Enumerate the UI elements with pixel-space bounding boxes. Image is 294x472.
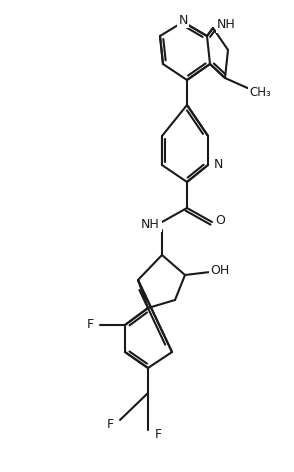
Text: F: F xyxy=(86,318,93,330)
Text: OH: OH xyxy=(211,264,230,278)
Text: NH: NH xyxy=(217,18,236,32)
Text: N: N xyxy=(213,159,223,171)
Text: O: O xyxy=(215,213,225,227)
Text: N: N xyxy=(178,14,188,26)
Text: F: F xyxy=(154,429,162,441)
Text: F: F xyxy=(106,419,113,431)
Text: NH: NH xyxy=(141,218,160,230)
Text: CH₃: CH₃ xyxy=(249,86,271,100)
